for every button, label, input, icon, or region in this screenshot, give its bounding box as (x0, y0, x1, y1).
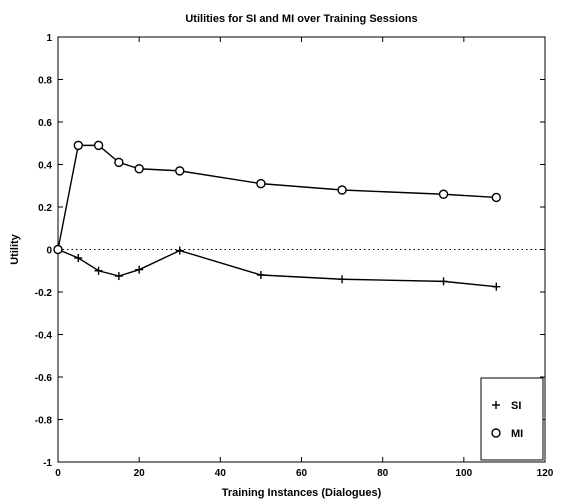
y-tick-label: -0.8 (35, 416, 53, 427)
data-point-si (256, 271, 265, 279)
y-tick-label: 0.4 (38, 161, 52, 172)
data-point-si (439, 277, 448, 286)
x-tick-label: 120 (537, 468, 554, 479)
data-point-mi (175, 166, 185, 176)
y-tick-label: -0.2 (35, 288, 53, 299)
y-axis-label: Utility (9, 233, 21, 264)
x-tick-label: 100 (455, 468, 472, 479)
y-tick-label: 0 (46, 246, 52, 257)
legend: SI MI (480, 377, 544, 461)
x-tick-label: 20 (134, 468, 146, 479)
x-tick-label: 40 (215, 468, 227, 479)
chart-title: Utilities for SI and MI over Training Se… (185, 13, 417, 25)
y-tick-label: -0.6 (35, 373, 53, 384)
x-tick-label: 60 (296, 468, 308, 479)
x-axis-label: Training Instances (Dialogues) (222, 487, 382, 499)
data-point-mi (53, 244, 63, 255)
data-point-mi (438, 189, 449, 199)
x-tick-label: 80 (377, 468, 389, 479)
data-point-si (175, 246, 184, 255)
legend-label-mi: MI (511, 428, 523, 440)
y-tick-label: 0.6 (38, 118, 52, 129)
data-point-mi (491, 192, 501, 203)
data-point-si (338, 275, 347, 284)
data-point-mi (256, 178, 266, 189)
data-point-mi (337, 185, 347, 195)
data-point-si (114, 272, 123, 281)
data-point-mi (134, 164, 144, 174)
data-point-si (94, 266, 103, 275)
series-line-mi (57, 144, 497, 250)
y-tick-label: 0.2 (38, 203, 52, 214)
data-point-mi (73, 140, 83, 151)
y-tick-label: 0.8 (38, 76, 52, 87)
series-line-si (57, 248, 497, 288)
data-point-si (135, 265, 144, 274)
legend-marker-si (492, 401, 500, 409)
x-tick-label: 0 (55, 468, 61, 479)
y-tick-label: -1 (43, 458, 52, 469)
legend-marker-mi (491, 428, 501, 438)
data-point-si (74, 254, 83, 262)
y-tick-label: -0.4 (35, 331, 53, 342)
data-point-si (492, 282, 501, 291)
legend-box (480, 377, 544, 461)
data-point-mi (114, 157, 124, 168)
y-tick-label: 1 (46, 33, 52, 44)
legend-label-si: SI (511, 400, 521, 412)
data-point-mi (93, 140, 104, 151)
